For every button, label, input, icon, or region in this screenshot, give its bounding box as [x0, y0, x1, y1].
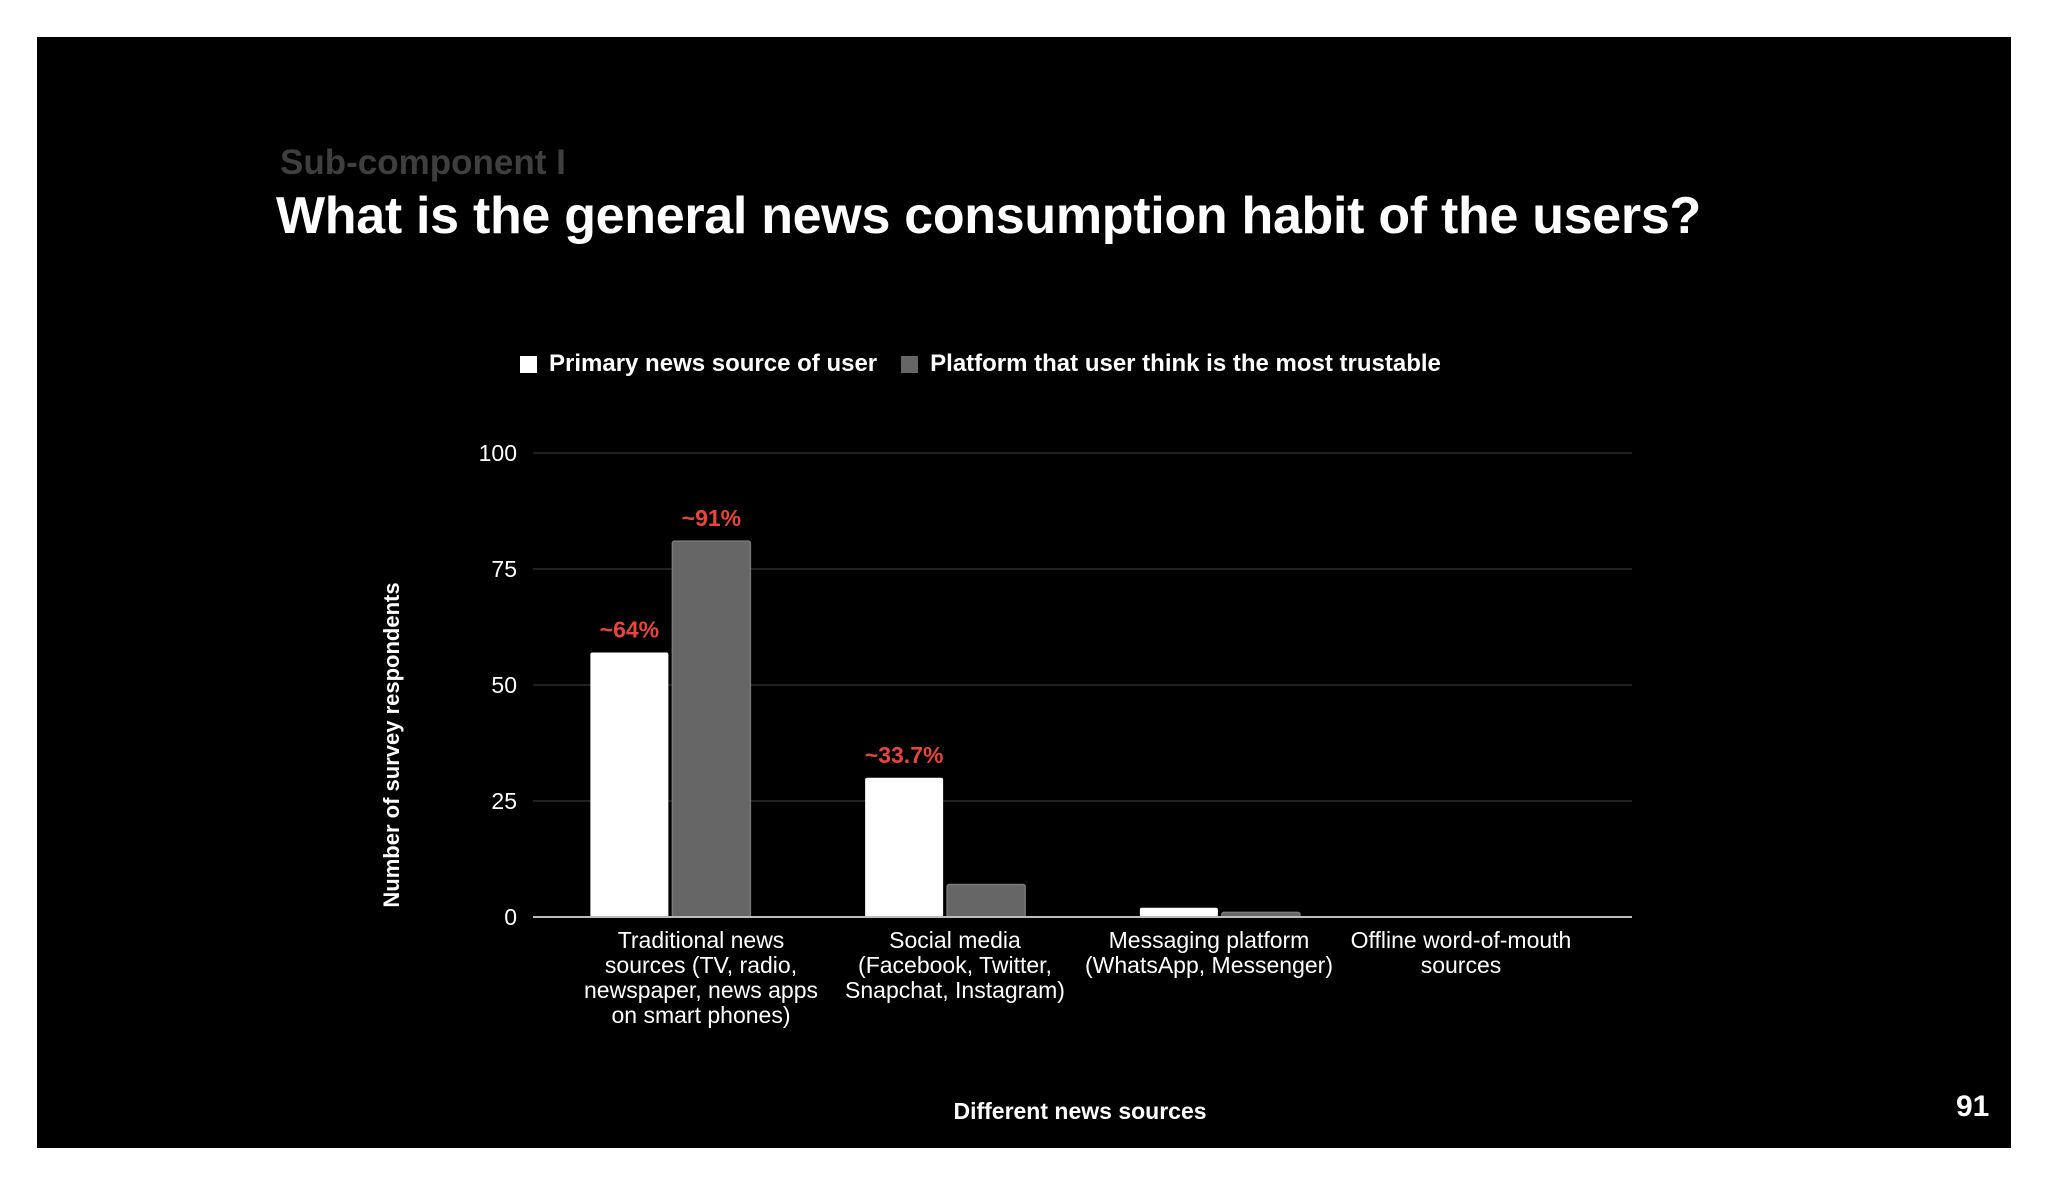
y-tick-label-75: 75 — [491, 556, 517, 582]
category-label-offline: Offline word-of-mouth sources — [1350, 927, 1572, 978]
slide-background — [37, 37, 2011, 1148]
data-annotation-2: ~33.7% — [865, 742, 944, 768]
slide-subheading: Sub-component I — [280, 143, 566, 182]
y-tick-label-50: 50 — [491, 672, 517, 698]
category-label-traditional: Traditional news sources (TV, radio, new… — [584, 927, 818, 1028]
legend-swatch-primary — [520, 355, 537, 373]
legend-label-trustable: Platform that user think is the most tru… — [930, 350, 1441, 377]
slide-title: What is the general news consumption hab… — [276, 187, 1701, 245]
legend-item-primary: Primary news source of user — [520, 350, 877, 378]
legend-swatch-trustable — [901, 355, 919, 373]
bar-series0-cat0 — [590, 652, 669, 917]
bar-series0-cat2 — [1139, 907, 1218, 917]
x-axis-label: Different news sources — [953, 1098, 1207, 1124]
bar-series1-cat1 — [946, 883, 1026, 918]
category-label-messaging: Messaging platform (WhatsApp, Messenger) — [1085, 927, 1333, 978]
data-annotation-1: ~91% — [682, 505, 741, 531]
y-tick-label-25: 25 — [491, 788, 517, 814]
bar-series1-cat0 — [671, 540, 752, 918]
category-label-social: Social media (Facebook, Twitter, Snapcha… — [845, 927, 1065, 1003]
data-annotation-0: ~64% — [600, 617, 659, 643]
y-tick-label-0: 0 — [504, 904, 517, 930]
chart-legend: Primary news source of user Platform tha… — [520, 350, 1465, 378]
y-axis-label: Number of survey respondents — [379, 582, 404, 908]
legend-label-primary: Primary news source of user — [549, 350, 878, 377]
y-tick-label-100: 100 — [479, 440, 517, 466]
page-number: 91 — [1956, 1090, 1990, 1123]
legend-item-trustable: Platform that user think is the most tru… — [901, 350, 1441, 378]
bar-series0-cat1 — [865, 777, 944, 917]
